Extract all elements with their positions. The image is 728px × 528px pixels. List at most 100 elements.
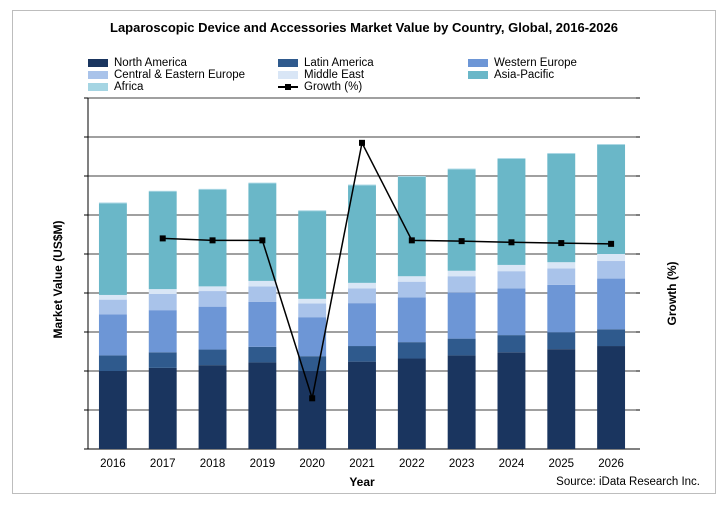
bar-segment bbox=[447, 355, 476, 449]
bar-segment bbox=[348, 346, 376, 362]
bar-segment bbox=[547, 284, 576, 333]
bar-segment bbox=[447, 168, 476, 170]
growth-point bbox=[558, 240, 565, 247]
x-tick-label: 2025 bbox=[548, 458, 574, 470]
x-tick-label: 2023 bbox=[449, 458, 475, 470]
bar-segment bbox=[397, 297, 426, 343]
bar-segment bbox=[198, 349, 227, 366]
bar-segment bbox=[148, 352, 177, 368]
bar-segment bbox=[547, 349, 576, 449]
bar-segment bbox=[98, 203, 127, 295]
x-axis-title: Year bbox=[349, 475, 375, 489]
x-tick-label: 2019 bbox=[250, 458, 276, 470]
legend-label: Central & Eastern Europe bbox=[114, 69, 246, 81]
x-tick-label: 2026 bbox=[598, 458, 624, 470]
bar-segment bbox=[547, 268, 576, 285]
bar-segment bbox=[397, 176, 426, 177]
legend-swatch bbox=[468, 71, 488, 79]
bar-segment bbox=[148, 289, 177, 294]
bar-segment bbox=[148, 367, 177, 449]
y2-axis-title: Growth (%) bbox=[665, 262, 679, 326]
x-tick-label: 2016 bbox=[100, 458, 126, 470]
growth-line bbox=[162, 140, 612, 399]
bar-segment bbox=[397, 358, 426, 449]
legend-label: Africa bbox=[114, 81, 144, 93]
bar-segment bbox=[447, 169, 476, 271]
bar-segment bbox=[248, 362, 277, 449]
bar-segment bbox=[447, 338, 476, 356]
bar-segment bbox=[248, 346, 277, 363]
bar-segment bbox=[547, 332, 576, 350]
legend-swatch bbox=[468, 59, 488, 67]
bar-segment bbox=[597, 278, 626, 330]
legend-swatch bbox=[88, 83, 108, 91]
growth-point bbox=[209, 237, 216, 244]
bar-segment bbox=[248, 301, 277, 347]
bar-segment bbox=[348, 361, 376, 449]
bar-segment bbox=[98, 202, 127, 204]
growth-point bbox=[159, 235, 166, 242]
bar-segment bbox=[497, 158, 526, 159]
growth-point bbox=[309, 395, 316, 402]
bar-segment bbox=[248, 182, 277, 184]
bar-segment bbox=[298, 303, 327, 318]
bar-segment bbox=[98, 299, 127, 315]
bar-segment bbox=[198, 291, 227, 307]
source-note: Source: iData Research Inc. bbox=[556, 476, 700, 488]
growth-point bbox=[259, 237, 266, 244]
bar-segment bbox=[547, 152, 576, 154]
chart-title: Laparoscopic Device and Accessories Mark… bbox=[110, 20, 618, 35]
bar-segment bbox=[98, 294, 127, 300]
bar-segment bbox=[397, 281, 426, 298]
x-tick-label: 2024 bbox=[499, 458, 525, 470]
bar-segment bbox=[348, 282, 376, 289]
bar-segment bbox=[497, 335, 526, 353]
legend-line-marker bbox=[278, 84, 298, 90]
bar-segment bbox=[397, 276, 426, 282]
x-tick-label: 2018 bbox=[200, 458, 226, 470]
bar-segment bbox=[148, 310, 177, 353]
bar-segment bbox=[248, 286, 277, 302]
y-axis-title: Market Value (US$M) bbox=[51, 220, 65, 338]
bar-segment bbox=[597, 329, 626, 347]
bar-segment bbox=[98, 371, 127, 449]
x-tick-label: 2020 bbox=[299, 458, 325, 470]
growth-point bbox=[608, 240, 615, 247]
growth-point bbox=[458, 238, 465, 245]
bar-segment bbox=[198, 306, 227, 350]
growth-point bbox=[508, 239, 515, 246]
bar-segment bbox=[447, 276, 476, 293]
growth-point bbox=[408, 237, 415, 244]
bar-segment bbox=[98, 355, 127, 371]
bar-segment bbox=[597, 144, 626, 145]
bar-segment bbox=[497, 158, 526, 265]
bar-segment bbox=[198, 286, 227, 292]
x-tick-label: 2021 bbox=[349, 458, 375, 470]
legend-label: Western Europe bbox=[494, 57, 577, 69]
bar-segment bbox=[348, 288, 376, 304]
bar-segment bbox=[597, 254, 626, 262]
legend-swatch bbox=[278, 71, 298, 79]
bar-segment bbox=[447, 292, 476, 339]
bar-segment bbox=[497, 271, 526, 289]
growth-point bbox=[359, 139, 365, 146]
bar-segment bbox=[597, 261, 626, 279]
bar-segment bbox=[148, 293, 177, 311]
x-tick-label: 2017 bbox=[150, 458, 176, 470]
bar-segment bbox=[248, 280, 277, 287]
bar-segment bbox=[397, 342, 426, 359]
bar-segment bbox=[298, 371, 327, 449]
bar-segment bbox=[348, 184, 376, 186]
bar-segment bbox=[348, 303, 376, 347]
bar-segment bbox=[397, 176, 426, 277]
bar-segment bbox=[198, 365, 227, 449]
bar-segment bbox=[198, 188, 227, 190]
bar-segment bbox=[597, 346, 626, 449]
bar-segment bbox=[148, 190, 177, 192]
legend-label: Asia-Pacific bbox=[494, 69, 555, 81]
legend-label: North America bbox=[114, 57, 187, 69]
legend-swatch bbox=[88, 71, 108, 79]
bar-segment bbox=[497, 352, 526, 449]
bar-segment bbox=[298, 211, 327, 299]
